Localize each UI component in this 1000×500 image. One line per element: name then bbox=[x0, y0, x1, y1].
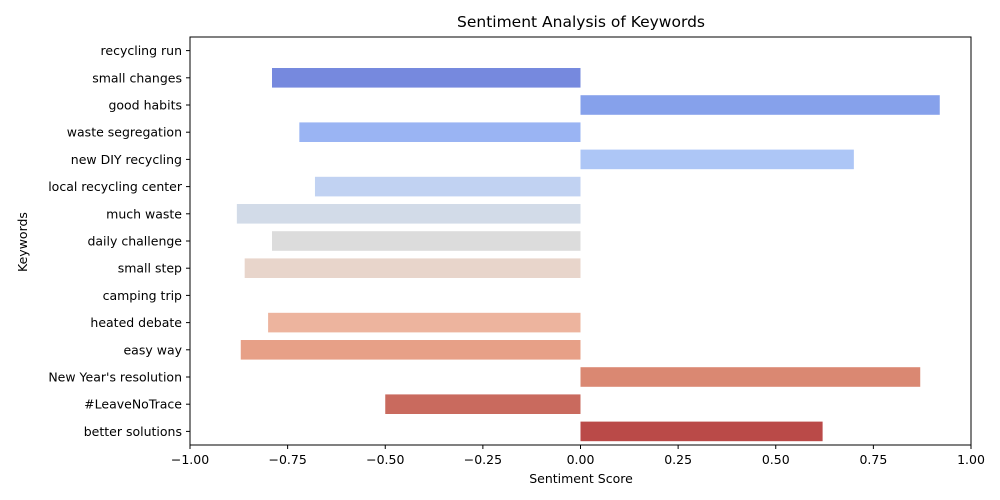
y-tick-label: good habits bbox=[108, 98, 182, 113]
x-tick-label: 0.25 bbox=[664, 452, 692, 467]
bar bbox=[272, 68, 581, 88]
y-tick-label: #LeaveNoTrace bbox=[84, 397, 182, 412]
x-tick-label: −0.75 bbox=[268, 452, 306, 467]
bars-group bbox=[236, 68, 940, 442]
y-tick-label: much waste bbox=[106, 206, 182, 221]
bar bbox=[236, 204, 581, 224]
bar bbox=[244, 258, 581, 278]
y-tick-label: better solutions bbox=[84, 424, 182, 439]
bar bbox=[268, 312, 581, 333]
x-tick-label: 1.00 bbox=[957, 452, 985, 467]
bar bbox=[385, 394, 581, 414]
bar bbox=[299, 122, 581, 142]
x-tick-label: 0.50 bbox=[762, 452, 790, 467]
y-tick-label: daily challenge bbox=[87, 234, 182, 249]
x-tick-label: −1.00 bbox=[171, 452, 209, 467]
x-tick-label: 0.00 bbox=[567, 452, 595, 467]
y-ticks-group: recycling run small changes good habits was… bbox=[48, 43, 190, 439]
y-tick-label: small changes bbox=[92, 70, 182, 85]
y-tick-label: new DIY recycling bbox=[71, 152, 182, 167]
bar bbox=[580, 149, 854, 170]
y-tick-label: camping trip bbox=[103, 288, 182, 303]
bar bbox=[580, 421, 823, 442]
x-ticks-group: −1.00 −0.75 −0.50 −0.25 0.00 0.25 0.50 0.75 1.00 bbox=[171, 445, 985, 467]
chart-title: Sentiment Analysis of Keywords bbox=[457, 13, 705, 31]
x-axis-label: Sentiment Score bbox=[529, 471, 633, 486]
bar bbox=[580, 95, 940, 115]
bar bbox=[580, 367, 921, 387]
y-tick-label: recycling run bbox=[101, 43, 182, 58]
y-axis-label: Keywords bbox=[15, 212, 30, 272]
plot-frame bbox=[189, 36, 972, 446]
bar bbox=[272, 231, 581, 251]
y-tick-label: easy way bbox=[123, 342, 182, 357]
x-tick-label: −0.25 bbox=[464, 452, 502, 467]
y-tick-label: heated debate bbox=[90, 315, 182, 330]
bar bbox=[240, 340, 581, 360]
x-tick-label: −0.50 bbox=[366, 452, 404, 467]
x-tick-label: 0.75 bbox=[859, 452, 887, 467]
y-tick-label: New Year's resolution bbox=[48, 370, 182, 385]
y-tick-label: local recycling center bbox=[48, 179, 183, 194]
y-tick-label: waste segregation bbox=[67, 125, 182, 140]
y-tick-label: small step bbox=[118, 261, 182, 276]
bar bbox=[314, 176, 581, 197]
